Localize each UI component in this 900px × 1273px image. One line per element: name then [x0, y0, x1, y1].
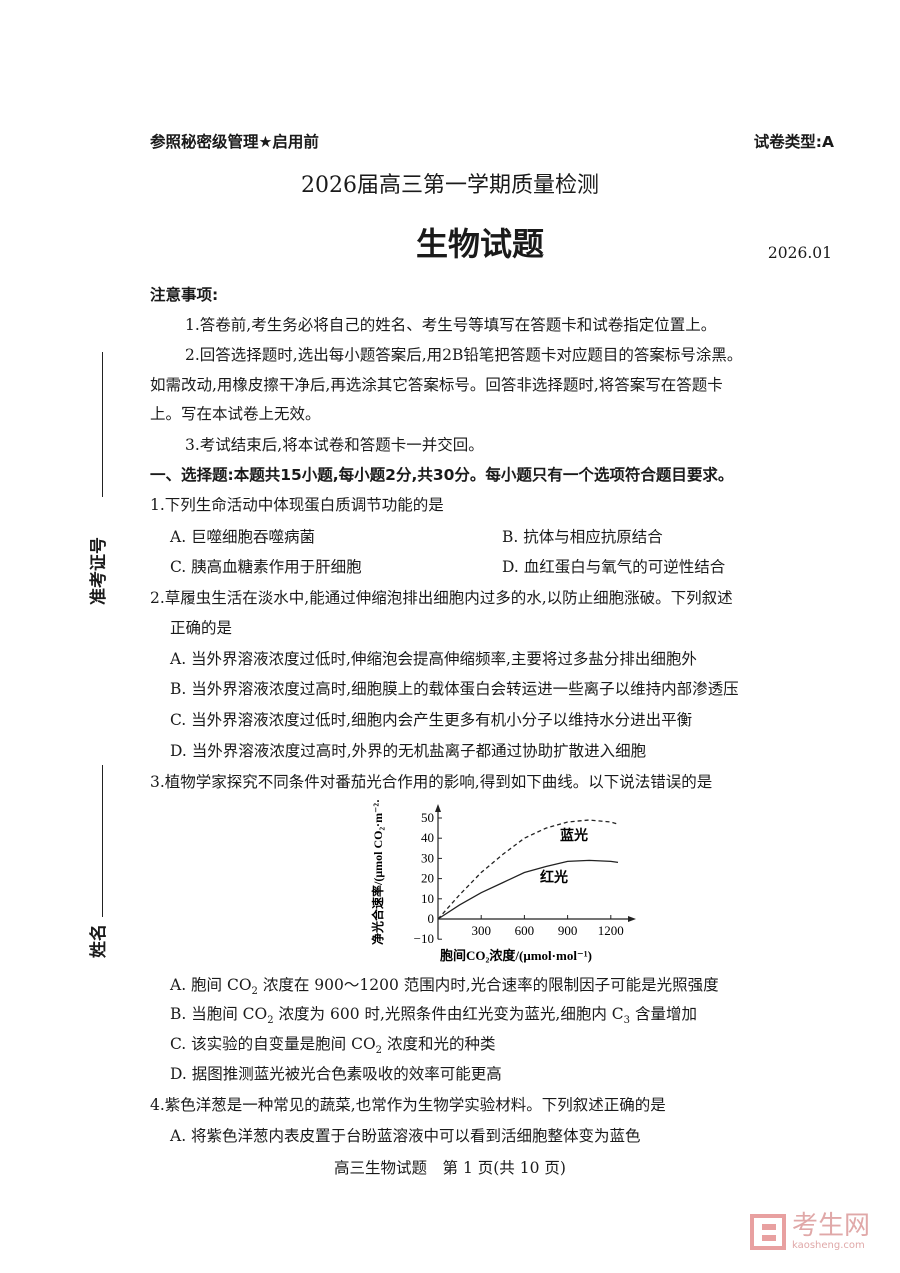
photosynthesis-chart: −10 0 10 20 30 40 50 300 600 900 1200 蓝光红光胞间CO₂浓度/(…	[370, 800, 636, 963]
q4-stem: 4.紫色洋葱是一种常见的蔬菜,也常作为生物学实验材料。下列叙述正确的是	[150, 1096, 666, 1114]
y-tick-label: −10	[414, 931, 434, 946]
page-footer: 高三生物试题 第 1 页(共 10 页)	[334, 1159, 566, 1177]
q2-option-c: C. 当外界溶液浓度过低时,细胞内会产生更多有机小分子以维持水分进出平衡	[170, 711, 693, 729]
x-tick-label: 300	[471, 923, 491, 938]
subject-title: 生物试题	[415, 225, 544, 263]
y-tick-label: 10	[421, 891, 434, 906]
q1-option-d: D. 血红蛋白与氧气的可逆性结合	[502, 558, 726, 576]
y-axis-label: 净光合速率/(μmol CO₂·m⁻²·s⁻¹)	[370, 800, 385, 945]
paper-type: 试卷类型:A	[753, 133, 834, 151]
x-axis-label: 胞间CO₂浓度/(μmol·mol⁻¹)	[439, 948, 592, 963]
notice-item: 如需改动,用橡皮擦干净后,再选涂其它答案标号。回答非选择题时,将答案写在答题卡	[150, 376, 723, 394]
watermark-url: kaosheng.com	[791, 1240, 865, 1251]
q2-option-b: B. 当外界溶液浓度过高时,细胞膜上的载体蛋白会转运进一些离子以维持内部渗透压	[170, 680, 739, 698]
watermark-logo-icon	[749, 1213, 786, 1250]
y-tick-label: 0	[428, 911, 435, 926]
x-axis-arrow	[628, 916, 636, 922]
x-tick-label: 600	[515, 923, 535, 938]
confidentiality-label: 参照秘密级管理★启用前	[150, 133, 319, 151]
q1-option-b: B. 抗体与相应抗原结合	[502, 528, 663, 546]
watermark-text: 考生网	[791, 1211, 870, 1241]
q2-stem-cont: 正确的是	[170, 619, 233, 637]
y-tick-label: 20	[421, 871, 434, 886]
y-tick-label: 30	[421, 850, 434, 865]
y-axis-arrow	[435, 804, 441, 812]
exam-date: 2026.01	[767, 244, 832, 262]
section-heading: 一、选择题:本题共15小题,每小题2分,共30分。每小题只有一个选项符合题目要求…	[150, 466, 734, 484]
q1-option-c: C. 胰高血糖素作用于肝细胞	[170, 558, 362, 576]
q2-option-a: A. 当外界溶液浓度过低时,伸缩泡会提高伸缩频率,主要将过多盐分排出细胞外	[170, 650, 697, 668]
series-line-2	[437, 859, 619, 920]
notice-item: 上。写在本试卷上无效。	[150, 405, 321, 423]
notice-heading: 注意事项:	[150, 286, 219, 304]
name-line	[102, 765, 103, 917]
x-tick-label: 1200	[598, 923, 624, 938]
exam-number-label: 准考证号	[89, 537, 109, 605]
exam-number-line	[102, 352, 103, 497]
y-tick-label: 40	[421, 830, 434, 845]
q3-option-a: A. 胞间 CO2 浓度在 900～1200 范围内时,光合速率的限制因子可能是…	[170, 976, 719, 998]
x-tick-label: 900	[558, 923, 578, 938]
q3-stem: 3.植物学家探究不同条件对番茄光合作用的影响,得到如下曲线。以下说法错误的是	[150, 773, 713, 791]
y-tick-label: 50	[421, 810, 434, 825]
q2-stem: 2.草履虫生活在淡水中,能通过伸缩泡排出细胞内过多的水,以防止细胞涨破。下列叙述	[150, 589, 733, 607]
q3-option-b: B. 当胞间 CO2 浓度为 600 时,光照条件由红光变为蓝光,细胞内 C3 …	[170, 1005, 697, 1027]
notice-item: 2.回答选择题时,选出每小题答案后,用2B铅笔把答题卡对应题目的答案标号涂黑。	[185, 346, 743, 364]
watermark: 考生网 kaosheng.com	[749, 1211, 870, 1251]
q1-stem: 1.下列生命活动中体现蛋白质调节功能的是	[150, 496, 444, 514]
series-label-red: 红光	[540, 869, 568, 886]
q4-option-a: A. 将紫色洋葱内表皮置于台盼蓝溶液中可以看到活细胞整体变为蓝色	[170, 1127, 641, 1145]
name-label: 姓名	[89, 924, 109, 958]
q3-option-d: D. 据图推测蓝光被光合色素吸收的效率可能更高	[170, 1065, 502, 1083]
notice-item: 1.答卷前,考生务必将自己的姓名、考生号等填写在答题卡和试卷指定位置上。	[185, 316, 717, 334]
series-line-1	[437, 819, 619, 920]
notice-item: 3.考试结束后,将本试卷和答题卡一并交回。	[185, 436, 484, 454]
q2-option-d: D. 当外界溶液浓度过高时,外界的无机盐离子都通过协助扩散进入细胞	[170, 742, 647, 760]
exam-title: 2026届高三第一学期质量检测	[301, 173, 599, 198]
q1-option-a: A. 巨噬细胞吞噬病菌	[170, 528, 316, 546]
series-label-blue: 蓝光	[560, 827, 588, 844]
q3-option-c: C. 该实验的自变量是胞间 CO2 浓度和光的种类	[170, 1035, 496, 1057]
